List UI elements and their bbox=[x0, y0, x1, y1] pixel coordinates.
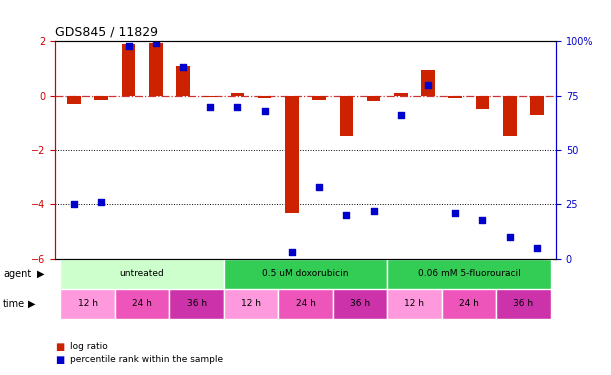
Bar bbox=[530, 96, 544, 115]
Text: ■: ■ bbox=[55, 342, 64, 352]
Bar bbox=[340, 96, 353, 136]
Point bbox=[505, 234, 514, 240]
Text: 36 h: 36 h bbox=[513, 299, 533, 308]
Text: untreated: untreated bbox=[120, 269, 164, 278]
Text: 12 h: 12 h bbox=[404, 299, 425, 308]
Bar bbox=[503, 96, 516, 136]
Text: percentile rank within the sample: percentile rank within the sample bbox=[70, 356, 224, 364]
Point bbox=[178, 64, 188, 70]
Bar bbox=[312, 96, 326, 100]
Text: 12 h: 12 h bbox=[241, 299, 261, 308]
Bar bbox=[442, 289, 496, 319]
Text: 36 h: 36 h bbox=[186, 299, 207, 308]
Point bbox=[97, 199, 106, 205]
Text: GDS845 / 11829: GDS845 / 11829 bbox=[55, 26, 158, 39]
Bar bbox=[394, 93, 408, 96]
Bar bbox=[67, 96, 81, 104]
Bar bbox=[496, 289, 551, 319]
Point bbox=[423, 82, 433, 88]
Text: log ratio: log ratio bbox=[70, 342, 108, 351]
Point bbox=[123, 43, 133, 49]
Point bbox=[342, 212, 351, 218]
Bar bbox=[203, 96, 217, 97]
Bar bbox=[60, 259, 224, 289]
Bar bbox=[230, 93, 244, 96]
Point bbox=[532, 245, 542, 251]
Text: time: time bbox=[3, 299, 25, 309]
Bar bbox=[176, 66, 190, 96]
Bar bbox=[448, 96, 462, 98]
Bar bbox=[387, 259, 551, 289]
Text: ▶: ▶ bbox=[37, 269, 44, 279]
Bar bbox=[278, 289, 333, 319]
Text: 24 h: 24 h bbox=[459, 299, 479, 308]
Bar bbox=[95, 96, 108, 100]
Point bbox=[233, 104, 243, 110]
Text: ▶: ▶ bbox=[27, 299, 35, 309]
Text: 24 h: 24 h bbox=[296, 299, 315, 308]
Text: 0.5 uM doxorubicin: 0.5 uM doxorubicin bbox=[262, 269, 349, 278]
Bar bbox=[387, 289, 442, 319]
Point bbox=[69, 201, 79, 207]
Bar bbox=[149, 43, 163, 96]
Text: 12 h: 12 h bbox=[78, 299, 98, 308]
Text: agent: agent bbox=[3, 269, 31, 279]
Bar bbox=[60, 289, 115, 319]
Point bbox=[478, 217, 488, 223]
Bar bbox=[115, 289, 169, 319]
Text: ■: ■ bbox=[55, 355, 64, 365]
Point bbox=[450, 210, 460, 216]
Text: 36 h: 36 h bbox=[350, 299, 370, 308]
Bar bbox=[122, 44, 135, 96]
Bar bbox=[258, 96, 271, 98]
Point bbox=[151, 40, 161, 46]
Bar bbox=[224, 289, 278, 319]
Point bbox=[368, 208, 378, 214]
Bar bbox=[333, 289, 387, 319]
Point bbox=[396, 112, 406, 118]
Text: 0.06 mM 5-fluorouracil: 0.06 mM 5-fluorouracil bbox=[417, 269, 520, 278]
Bar bbox=[224, 259, 387, 289]
Bar bbox=[421, 70, 435, 96]
Point bbox=[205, 104, 215, 110]
Text: 24 h: 24 h bbox=[132, 299, 152, 308]
Bar bbox=[169, 289, 224, 319]
Bar bbox=[367, 96, 381, 101]
Point bbox=[260, 108, 269, 114]
Bar bbox=[476, 96, 489, 109]
Point bbox=[287, 249, 297, 255]
Point bbox=[314, 184, 324, 190]
Bar bbox=[285, 96, 299, 213]
